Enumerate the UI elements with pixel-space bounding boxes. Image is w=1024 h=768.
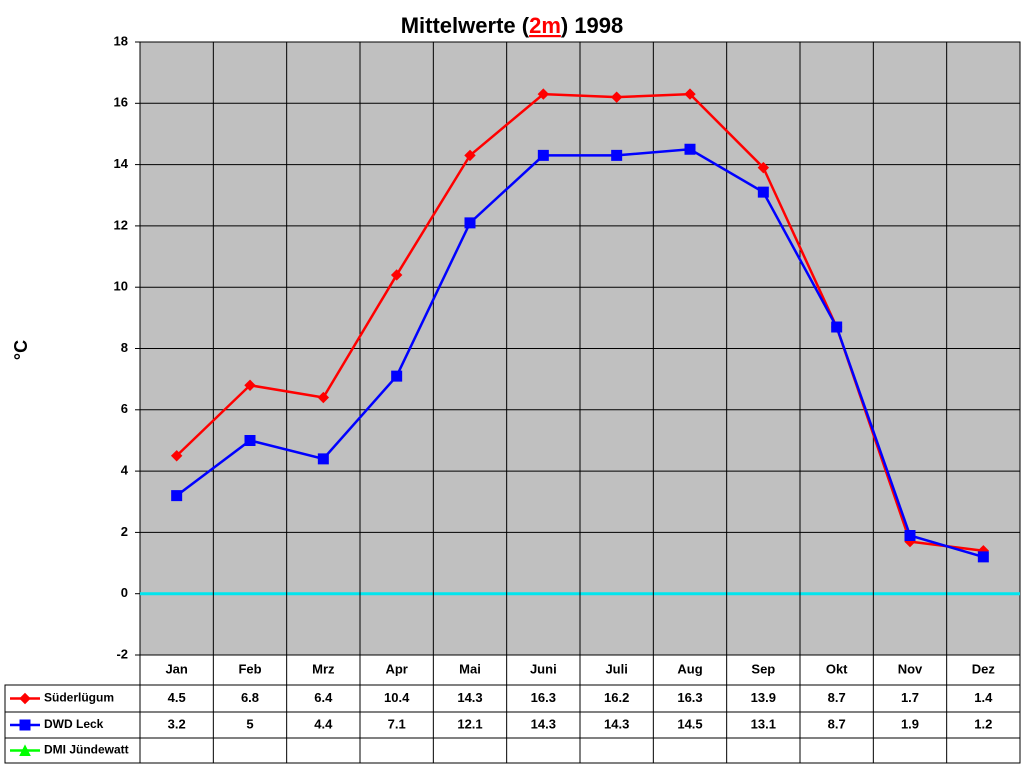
table-value: 10.4 [384,690,410,705]
title-part: ) 1998 [561,13,623,38]
y-tick-label: 14 [114,156,129,171]
y-tick-label: 2 [121,524,128,539]
x-tick-label: Dez [972,661,996,676]
x-tick-label: Juli [605,661,627,676]
point [464,149,476,162]
legend-label: DWD Leck [44,717,104,731]
table-value: 14.3 [457,690,482,705]
point [244,379,256,391]
point [684,143,696,155]
x-tick-label: Apr [385,661,407,676]
table-value: 13.1 [751,716,776,731]
y-tick-label: 16 [114,95,128,110]
y-tick-label: 18 [114,33,128,48]
point [170,450,183,462]
x-tick-label: Mrz [312,661,335,676]
table-value: 1.9 [901,716,919,731]
table-value: 7.1 [388,716,406,731]
x-tick-label: Nov [898,661,923,676]
table-value: 14.3 [604,716,629,731]
y-tick-label: 6 [121,401,128,416]
point [611,149,623,161]
point [537,149,549,161]
y-tick-label: 10 [114,279,128,294]
table-value: 13.9 [751,690,776,705]
table-value: 14.3 [531,716,556,731]
table-value: 14.5 [677,716,702,731]
y-tick-label: 8 [121,340,128,355]
table-value: 1.2 [974,716,992,731]
title-part: Mittelwerte ( [401,13,530,38]
point [391,370,403,382]
x-tick-label: Feb [238,661,261,676]
table-value: 6.8 [241,690,259,705]
point [317,453,329,465]
x-tick-label: Aug [677,661,702,676]
table-value: 16.2 [604,690,629,705]
legend-marker [19,719,31,731]
table-value: 4.5 [168,690,186,705]
y-tick-label: -2 [116,646,128,661]
title-part: 2m [529,13,561,38]
point [171,490,183,502]
point [464,217,476,229]
table-value: 6.4 [314,690,333,705]
x-tick-label: Okt [826,661,848,676]
x-tick-label: Mai [459,661,481,676]
y-tick-label: 12 [114,217,128,232]
y-tick-label: 0 [121,585,128,600]
table-value: 4.4 [314,716,333,731]
point [977,551,989,563]
point [831,321,843,333]
point [610,91,623,103]
x-tick-label: Jan [165,661,187,676]
legend-marker [19,692,31,705]
chart-title: Mittelwerte (2m) 1998 [401,13,624,38]
legend-label: Süderlügum [44,691,114,705]
table-value: 3.2 [168,716,186,731]
point [904,529,916,541]
table-value: 1.7 [901,690,919,705]
table-value: 1.4 [974,690,993,705]
legend-marker [19,744,31,756]
point [684,88,696,100]
table-value: 8.7 [828,690,846,705]
x-tick-label: Juni [530,661,557,676]
table-value: 8.7 [828,716,846,731]
table-value: 16.3 [677,690,702,705]
y-tick-label: 4 [121,463,129,478]
point [537,88,550,100]
y-axis-label: °C [11,340,31,360]
x-tick-label: Sep [751,661,775,676]
table-value: 5 [246,716,253,731]
point [317,391,330,404]
point [757,186,769,198]
point [390,269,403,281]
table-value: 16.3 [531,690,556,705]
point [757,161,770,174]
point [244,434,256,446]
table-value: 12.1 [457,716,482,731]
series-line [175,147,984,559]
legend-label: DMI Jündewatt [44,743,129,757]
